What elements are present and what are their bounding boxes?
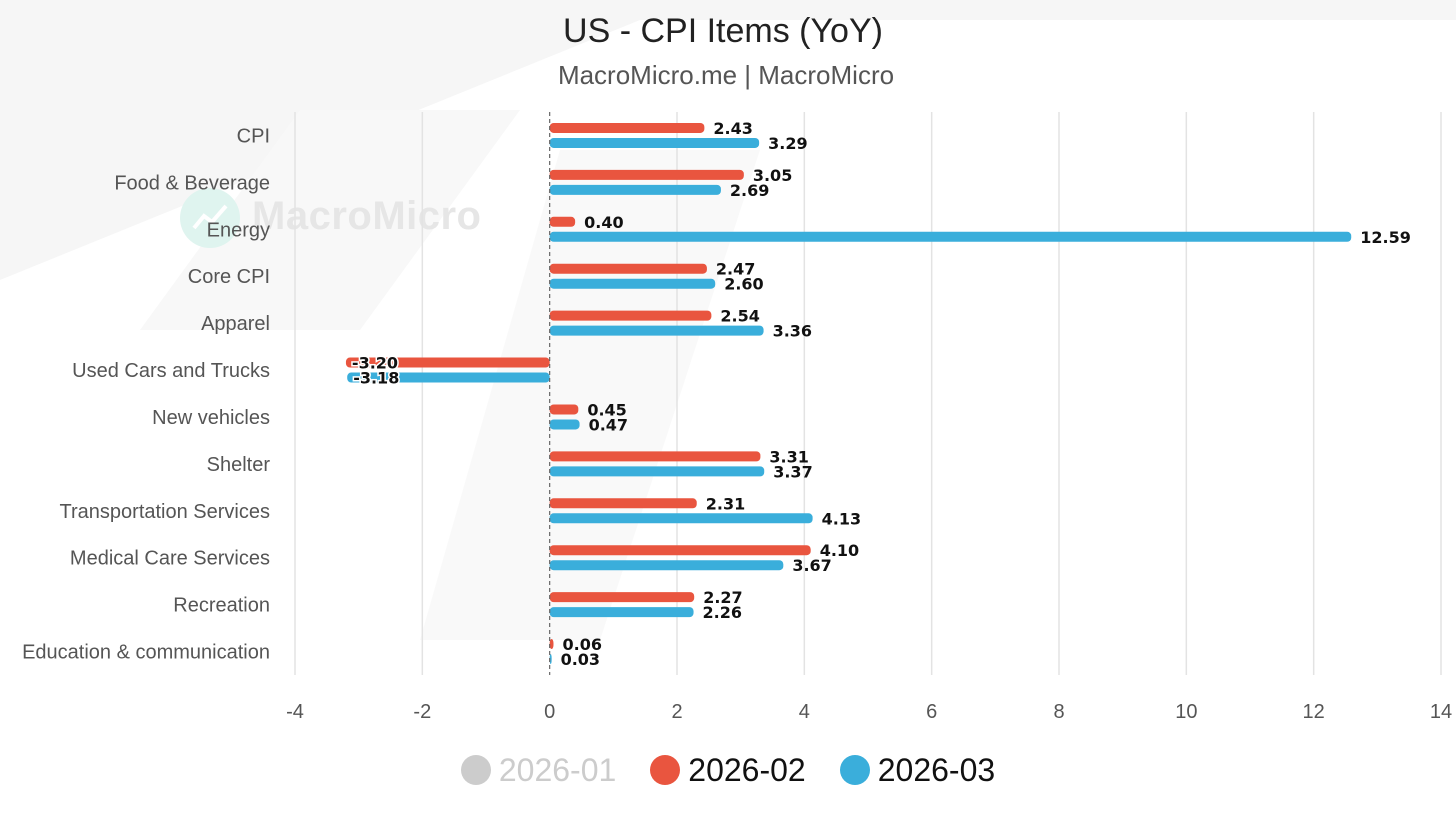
bar-2026-02[interactable] — [549, 404, 579, 415]
x-tick-label: -4 — [286, 701, 304, 723]
data-label: 3.37 — [773, 462, 812, 481]
legend-marker-icon — [650, 755, 681, 785]
bars — [345, 122, 1352, 665]
x-tick-label: 14 — [1430, 701, 1452, 723]
bar-2026-03[interactable] — [549, 466, 765, 477]
category-label: CPI — [237, 125, 270, 147]
data-label: 2.54 — [720, 307, 759, 326]
data-label: 2.43 — [713, 119, 752, 138]
watermark-text: MacroMicro — [252, 194, 482, 238]
data-label: 3.67 — [792, 556, 831, 575]
data-label: 2.26 — [703, 603, 742, 622]
bar-2026-02[interactable] — [549, 122, 705, 133]
bar-2026-02[interactable] — [549, 639, 554, 650]
data-label: 0.45 — [587, 400, 626, 419]
data-label: 4.13 — [822, 509, 861, 528]
data-label: 2.31 — [706, 494, 745, 513]
bar-2026-02[interactable] — [549, 498, 697, 509]
category-label: Transportation Services — [60, 501, 270, 523]
legend-marker-icon — [460, 755, 491, 785]
x-tick-label: 12 — [1303, 701, 1325, 723]
x-axis-tick-labels: -4 -2 0 2 4 6 8 10 12 14 — [286, 701, 1452, 723]
watermark-logo-icon — [180, 188, 240, 248]
bar-2026-03[interactable] — [549, 419, 580, 430]
bar-2026-02[interactable] — [549, 545, 811, 556]
data-label: 4.10 — [820, 541, 859, 560]
data-label: 0.03 — [561, 650, 600, 669]
bar-2026-02[interactable] — [345, 357, 550, 368]
x-tick-label: -2 — [413, 701, 431, 723]
category-label: Apparel — [201, 313, 270, 335]
legend-label: 2026-01 — [498, 751, 617, 788]
category-label: Food & Beverage — [114, 172, 270, 194]
bar-chart: 2.43 3.29 3.052.69 0.40 12.59 2.472.60 2.54 3.3… — [22, 112, 1452, 723]
data-label: -3.18 — [353, 369, 399, 388]
legend-item-2026-02[interactable]: 2026-02 — [650, 751, 806, 789]
bar-2026-03[interactable] — [347, 372, 550, 383]
bar-2026-03[interactable] — [549, 137, 760, 148]
x-tick-label: 8 — [1053, 701, 1064, 723]
x-tick-label: 2 — [671, 701, 682, 723]
data-label: 3.36 — [773, 322, 812, 341]
data-labels: 2.43 3.29 3.052.69 0.40 12.59 2.472.60 2.54 3.3… — [350, 119, 1411, 669]
legend-label: 2026-02 — [688, 751, 806, 788]
bar-2026-02[interactable] — [549, 451, 761, 462]
x-tick-label: 6 — [926, 701, 937, 723]
category-label: Recreation — [173, 595, 270, 617]
bar-2026-03[interactable] — [549, 560, 784, 571]
bar-2026-03[interactable] — [549, 325, 764, 336]
bar-2026-03[interactable] — [549, 184, 721, 195]
category-label: Used Cars and Trucks — [72, 360, 270, 382]
data-label: 0.40 — [584, 213, 623, 232]
watermark: MacroMicro — [180, 188, 500, 252]
data-label: 2.60 — [724, 275, 763, 294]
category-label: Core CPI — [188, 266, 270, 288]
x-tick-label: 4 — [799, 701, 810, 723]
legend-item-2026-01[interactable]: 2026-01 — [460, 751, 617, 789]
data-label: 12.59 — [1360, 228, 1411, 247]
chart-subtitle: MacroMicro.me | MacroMicro — [557, 60, 895, 90]
data-label: 3.31 — [769, 447, 808, 466]
bar-2026-03[interactable] — [549, 607, 694, 618]
category-label: Medical Care Services — [70, 548, 270, 570]
data-label: 2.47 — [716, 260, 755, 279]
bar-2026-03[interactable] — [549, 513, 813, 524]
data-label: -3.20 — [352, 354, 398, 373]
legend-label: 2026-03 — [877, 751, 996, 788]
data-label: 2.69 — [730, 181, 769, 200]
data-label: 0.47 — [589, 415, 628, 434]
bar-2026-02[interactable] — [549, 310, 712, 321]
category-labels: CPI Food & Beverage Energy Core CPI Apparel U… — [22, 125, 270, 663]
legend-item-2026-03[interactable]: 2026-03 — [839, 751, 996, 789]
bar-2026-02[interactable] — [549, 263, 707, 274]
x-tick-label: 0 — [544, 701, 555, 723]
legend: 2026-01 2026-02 2026-03 — [0, 748, 1456, 792]
bar-2026-02[interactable] — [549, 592, 695, 603]
grid-lines — [294, 112, 1442, 675]
bar-2026-03[interactable] — [549, 231, 1352, 242]
data-label: 2.27 — [703, 588, 742, 607]
legend-marker-icon — [839, 755, 870, 785]
category-label: Energy — [207, 219, 270, 241]
category-label: Education & communication — [22, 642, 270, 664]
category-label: Shelter — [207, 454, 271, 476]
category-label: New vehicles — [152, 407, 270, 429]
bar-2026-03[interactable] — [549, 278, 716, 289]
data-label: 0.06 — [562, 635, 601, 654]
x-tick-label: 10 — [1175, 701, 1197, 723]
data-label: 3.29 — [768, 134, 807, 153]
data-label: 3.05 — [753, 166, 792, 185]
bar-2026-02[interactable] — [549, 216, 576, 227]
bar-2026-02[interactable] — [549, 169, 744, 180]
chart-title: US - CPI Items (YoY) — [563, 12, 883, 50]
